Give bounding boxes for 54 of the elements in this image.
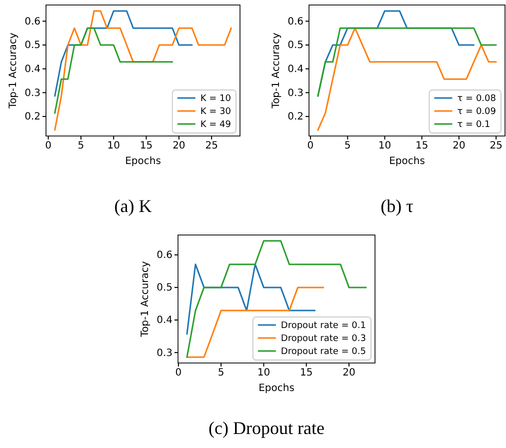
line-series — [317, 27, 497, 131]
x-tick-label: 15 — [300, 368, 313, 379]
legend-label: K = 49 — [200, 120, 232, 130]
legend-label: τ = 0.1 — [457, 120, 490, 130]
y-tick-label: 0.3 — [288, 88, 304, 99]
y-tick-label: 0.4 — [156, 315, 172, 326]
x-tick-label: 10 — [107, 140, 120, 152]
line-series — [186, 240, 367, 358]
x-axis-title: Epochs — [389, 156, 425, 167]
x-tick-label: 20 — [452, 140, 466, 152]
x-tick-label: 10 — [257, 368, 270, 379]
x-axis-title: Epochs — [125, 156, 161, 167]
legend-label: K = 30 — [200, 107, 232, 117]
x-tick-label: 25 — [205, 140, 218, 152]
y-tick-label: 0.3 — [156, 348, 172, 359]
x-tick-label: 0 — [307, 140, 314, 152]
x-tick-label: 10 — [378, 140, 392, 152]
y-axis-title: Top-1 Accuracy — [271, 32, 282, 110]
legend-label: τ = 0.08 — [457, 94, 496, 104]
x-tick-label: 5 — [218, 368, 224, 379]
y-tick-label: 0.5 — [156, 282, 172, 294]
y-tick-label: 0.2 — [24, 112, 40, 123]
y-tick-label: 0.2 — [288, 112, 304, 123]
x-tick-label: 25 — [490, 140, 502, 152]
line-series — [186, 264, 316, 335]
x-tick-label: 5 — [344, 140, 351, 152]
y-tick-label: 0.6 — [156, 250, 172, 262]
y-tick-label: 0.6 — [288, 16, 304, 28]
x-tick-label: 20 — [172, 140, 186, 152]
y-axis-title: Top-1 Accuracy — [8, 32, 19, 110]
y-tick-label: 0.4 — [24, 64, 40, 76]
y-tick-label: 0.5 — [24, 40, 40, 52]
x-tick-label: 15 — [140, 140, 153, 152]
y-tick-label: 0.6 — [24, 16, 40, 28]
x-axis-title: Epochs — [258, 383, 294, 394]
y-tick-label: 0.5 — [288, 40, 304, 52]
y-tick-label: 0.4 — [288, 64, 304, 76]
y-axis-title: Top-1 Accuracy — [140, 261, 151, 338]
y-tick-label: 0.3 — [24, 88, 40, 99]
legend-label: Dropout rate = 0.5 — [280, 347, 366, 357]
x-tick-label: 20 — [342, 368, 356, 379]
legend-label: τ = 0.09 — [457, 107, 496, 117]
legend-label: K = 10 — [200, 94, 232, 104]
x-tick-label: 0 — [45, 140, 52, 152]
legend-label: Dropout rate = 0.3 — [280, 334, 366, 344]
text: (a) K — [114, 196, 152, 216]
legend-label: Dropout rate = 0.1 — [280, 321, 366, 331]
text: (b) τ — [380, 196, 414, 216]
x-tick-label: 5 — [78, 140, 84, 152]
x-tick-label: 0 — [175, 368, 182, 379]
line-series — [54, 27, 174, 114]
line-series — [54, 10, 232, 131]
x-tick-label: 15 — [415, 140, 428, 152]
text: (c) Dropout rate — [208, 418, 324, 438]
